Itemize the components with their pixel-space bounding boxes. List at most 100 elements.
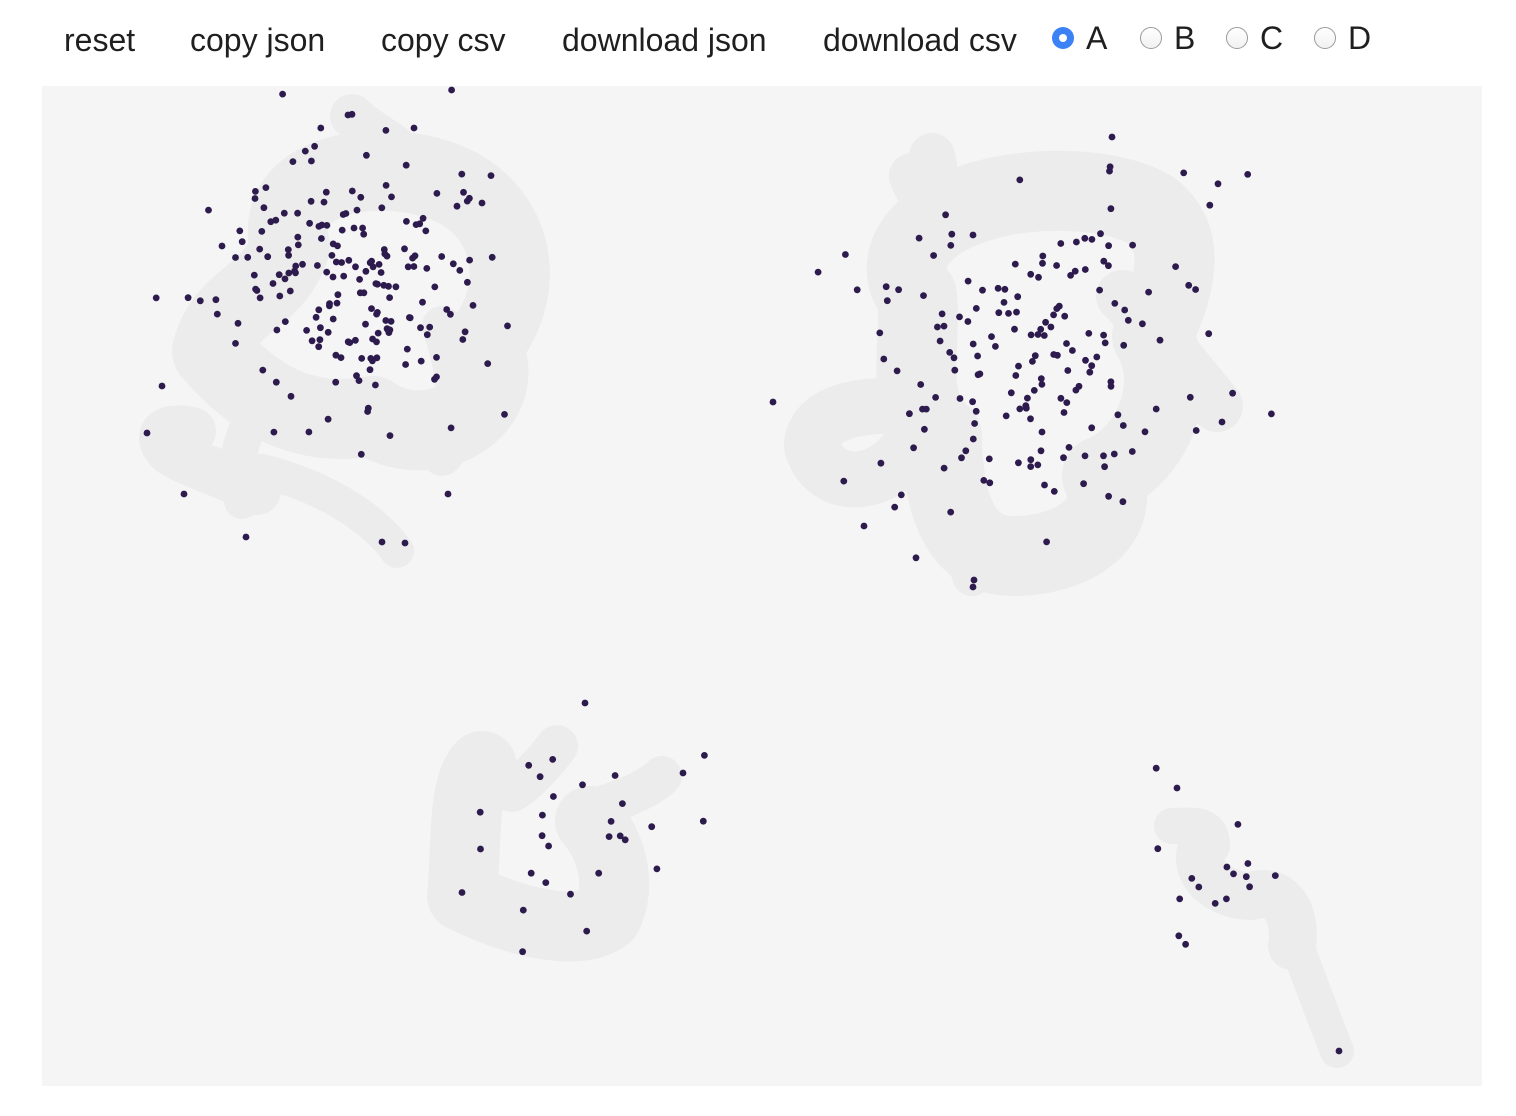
reset-button[interactable]: reset — [64, 22, 136, 58]
scatter-point — [919, 405, 926, 413]
scatter-point — [1175, 932, 1183, 940]
scatter-point — [306, 219, 313, 227]
scatter-point — [236, 227, 244, 235]
brush-stroke — [784, 378, 930, 508]
scatter-point — [358, 355, 366, 362]
scatter-point — [352, 263, 359, 271]
scatter-point — [374, 309, 381, 316]
scatter-point — [1154, 845, 1162, 853]
scatter-point — [1027, 456, 1035, 464]
scatter-point — [972, 407, 980, 415]
scatter-point — [409, 254, 416, 262]
radio-d-indicator[interactable] — [1314, 27, 1336, 49]
scatter-point — [1053, 262, 1060, 269]
scatter-point — [458, 170, 466, 178]
scatter-point — [1081, 266, 1089, 273]
download-csv-button[interactable]: download csv — [823, 22, 1017, 58]
drawing-canvas-area[interactable] — [42, 86, 1482, 1086]
radio-b-indicator[interactable] — [1140, 27, 1162, 49]
scatter-point — [1234, 821, 1242, 828]
scatter-point — [218, 242, 226, 250]
scatter-point — [545, 842, 552, 850]
scatter-point — [942, 211, 949, 219]
scatter-point — [1110, 450, 1118, 458]
scatter-point — [466, 194, 473, 202]
scatter-point — [1039, 259, 1046, 267]
scatter-point — [443, 306, 451, 313]
scatter-point — [1022, 402, 1030, 409]
scatter-point — [1101, 463, 1108, 471]
scatter-point — [303, 327, 310, 334]
scatter-point — [332, 258, 340, 266]
scatter-point — [701, 752, 708, 759]
scatter-point — [1085, 330, 1093, 337]
scatter-point — [402, 361, 409, 368]
scatter-point — [893, 367, 901, 375]
scatter-point — [328, 252, 336, 259]
scatter-point — [433, 354, 440, 361]
scatter-point — [337, 354, 345, 361]
scatter-point — [969, 398, 976, 406]
scatter-point — [402, 161, 410, 169]
scatter-point — [258, 228, 266, 235]
scatter-point — [244, 253, 252, 261]
scatter-point — [316, 336, 324, 344]
scatter-point — [964, 318, 972, 325]
scatter-point — [368, 257, 375, 265]
radio-c-indicator[interactable] — [1226, 27, 1248, 49]
scatter-point — [184, 294, 192, 302]
scatter-point — [539, 811, 546, 819]
scatter-point — [1129, 241, 1136, 249]
scatter-point — [969, 435, 977, 443]
scatter-point — [1244, 860, 1252, 867]
radio-a-indicator[interactable] — [1052, 27, 1074, 49]
scatter-point — [460, 188, 467, 196]
scatter-point — [340, 272, 348, 280]
scatter-point — [419, 214, 427, 222]
scatter-point — [417, 357, 425, 365]
scatter-point — [971, 420, 978, 427]
scatter-point — [1037, 375, 1045, 382]
scatter-point — [769, 398, 777, 406]
scatter-point — [406, 314, 414, 322]
scatter-point — [433, 190, 441, 197]
scatter-point — [256, 294, 264, 302]
scatter-point — [382, 127, 390, 134]
radio-a-label: A — [1086, 20, 1108, 56]
scatter-point — [294, 241, 302, 249]
scatter-point — [1038, 381, 1046, 388]
scatter-point — [281, 318, 289, 325]
scatter-point — [431, 283, 439, 291]
scatter-point — [964, 277, 972, 285]
scatter-point — [196, 297, 204, 305]
scatter-point — [1180, 169, 1188, 177]
scatter-point — [362, 267, 370, 275]
drawing-canvas[interactable] — [42, 86, 1482, 1086]
scatter-point — [478, 199, 486, 207]
scatter-point — [1063, 399, 1071, 406]
scatter-point — [272, 378, 280, 386]
scatter-point — [1335, 1047, 1343, 1055]
scatter-point — [307, 197, 315, 205]
scatter-point — [323, 268, 331, 276]
scatter-point — [877, 459, 885, 467]
scatter-point — [605, 833, 613, 840]
scatter-point — [252, 188, 259, 195]
scatter-point — [550, 793, 557, 800]
scatter-point — [1100, 331, 1107, 339]
scatter-point — [367, 355, 375, 362]
scatter-point — [972, 305, 980, 312]
download-json-button[interactable]: download json — [562, 22, 767, 58]
scatter-point — [621, 836, 629, 844]
scatter-point — [476, 808, 484, 816]
scatter-point — [920, 292, 927, 299]
scatter-point — [906, 410, 913, 418]
copy-json-button[interactable]: copy json — [190, 22, 326, 58]
scatter-point — [1024, 394, 1031, 402]
scatter-point — [1107, 378, 1115, 386]
scatter-point — [338, 259, 345, 266]
scatter-point — [381, 250, 389, 258]
copy-csv-button[interactable]: copy csv — [381, 22, 506, 58]
scatter-point — [969, 340, 977, 348]
scatter-point — [289, 158, 297, 165]
